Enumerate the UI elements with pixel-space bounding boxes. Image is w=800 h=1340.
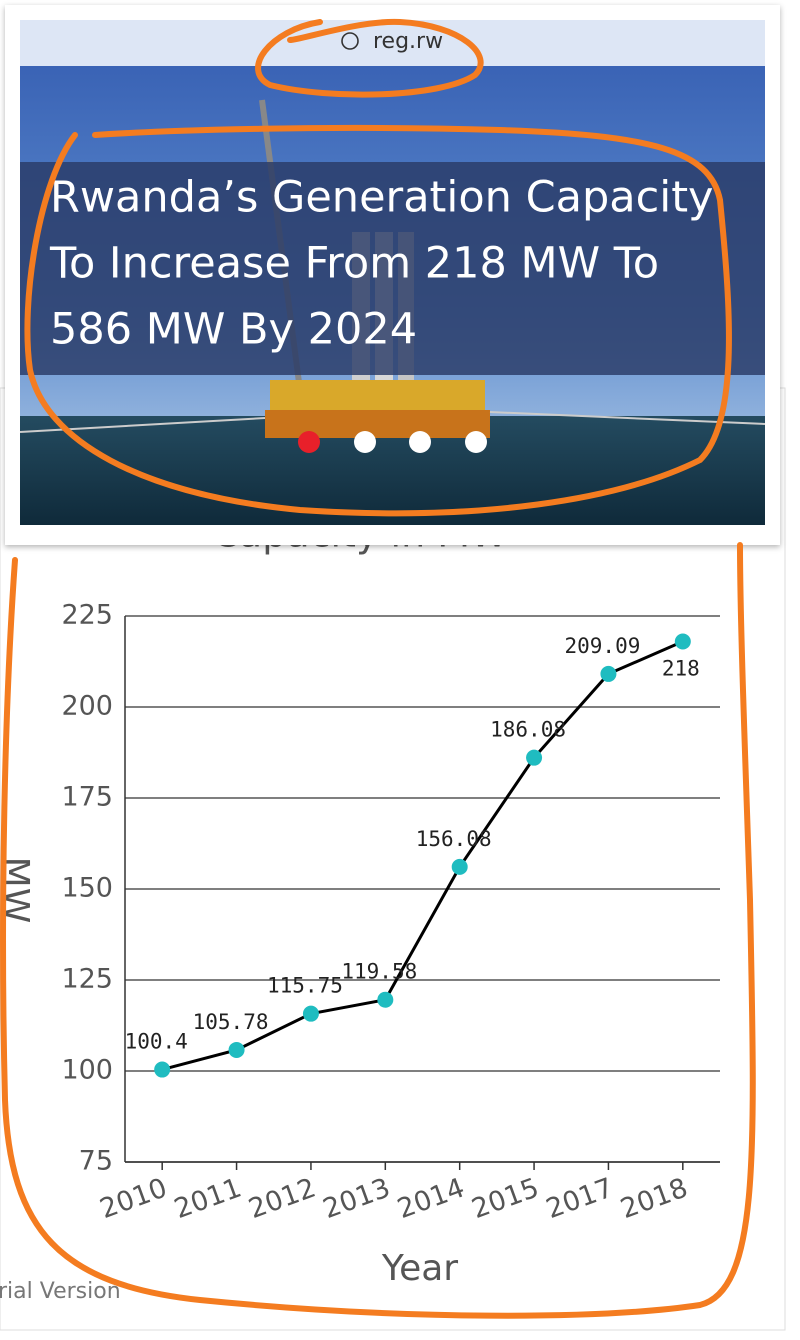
data-label: 209.09 [565, 634, 641, 658]
point [600, 665, 617, 682]
carousel-dot[interactable] [354, 431, 376, 453]
data-label: 100.4 [125, 1030, 188, 1054]
carousel-dot[interactable] [465, 431, 487, 453]
y-tick-label: 225 [61, 600, 113, 631]
y-tick-label: 125 [61, 964, 113, 995]
info-icon [341, 32, 359, 50]
point [674, 633, 691, 650]
point [228, 1041, 245, 1058]
x-axis-label: Year [381, 1248, 458, 1289]
data-label: 105.78 [193, 1010, 269, 1034]
carousel-dot[interactable] [298, 431, 320, 453]
data-label: 119.58 [341, 960, 417, 984]
annotation-marks [0, 18, 756, 1319]
y-tick-label: 200 [61, 691, 113, 722]
point [302, 1005, 319, 1022]
y-tick-label: 75 [79, 1146, 113, 1177]
point [526, 749, 543, 766]
data-label: 156.08 [416, 827, 492, 851]
headline-line[interactable]: Rwanda’s Generation Capacity [50, 173, 714, 223]
line [161, 640, 684, 1071]
headline-line[interactable]: 586 MW By 2024 [50, 305, 417, 355]
footer-text: rial Version [0, 1279, 121, 1304]
y-tick-label: 100 [61, 1055, 113, 1086]
point [154, 1061, 171, 1078]
data-label: 115.75 [267, 974, 343, 998]
url-bar [20, 20, 765, 66]
page-screenshot: reg.rw Rwanda’s Generation Capacity To I… [19, 20, 766, 525]
data-label: 218 [662, 656, 700, 680]
url[interactable]: reg.rw [373, 29, 443, 54]
headline-line[interactable]: To Increase From 218 MW To [49, 239, 659, 289]
headline-band [20, 162, 765, 375]
point [451, 858, 468, 875]
point [377, 991, 394, 1008]
data-label: 186.08 [490, 718, 566, 742]
carousel-dot[interactable] [409, 431, 431, 453]
y-tick-label: 175 [61, 782, 113, 813]
y-tick-label: 150 [61, 873, 113, 904]
